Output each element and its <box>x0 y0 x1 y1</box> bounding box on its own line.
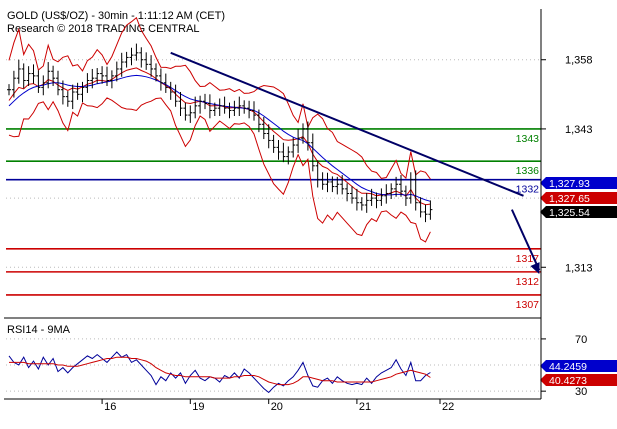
price-badge-label: 1,327.93 <box>549 178 590 190</box>
price-annotations <box>170 51 541 275</box>
rsi-title: RSI14 - 9MA <box>7 324 71 336</box>
rsi-badge <box>540 374 617 386</box>
forecast-arrow-head <box>530 262 540 275</box>
chart-subtitle: Research © 2018 TRADING CENTRAL <box>7 23 200 35</box>
price-tick-label: 1,313 <box>565 262 593 274</box>
rsi-badge-label: 40.4273 <box>549 375 587 387</box>
level-label-1343: 1343 <box>516 133 540 145</box>
rsi-tick-label: 30 <box>575 386 587 398</box>
level-label-1307: 1307 <box>516 299 540 311</box>
price-badge <box>540 177 617 189</box>
price-tick-label: 1,343 <box>565 124 593 136</box>
level-label-1312: 1312 <box>516 276 540 288</box>
x-tick-label: 21 <box>359 401 371 413</box>
x-tick-label: 16 <box>104 401 116 413</box>
rsi-badge <box>540 360 617 372</box>
rsi-axis: 70 30 44.2459 40.4273 <box>540 334 617 398</box>
bollinger-upper <box>8 16 431 180</box>
chart-title: GOLD (US$/OZ) - 30min - 1:11:12 AM (CET) <box>7 10 225 22</box>
x-axis: 16 19 20 21 22 <box>101 399 454 413</box>
price-tick-label: 1,358 <box>565 55 593 67</box>
x-tick-label: 19 <box>192 401 204 413</box>
rsi-lines <box>8 351 431 394</box>
forecast-arrow-shaft <box>510 209 541 271</box>
price-bars <box>7 43 433 223</box>
bollinger-lower <box>8 97 431 243</box>
rsi-series-main <box>8 351 431 394</box>
rsi-tick-label: 70 <box>575 334 587 346</box>
price-axis: 1,358 1,343 1,313 1,327.93 1,327.65 1,325.54 <box>540 55 617 274</box>
rsi-badge-label: 44.2459 <box>549 361 587 373</box>
level-label-1332: 1332 <box>516 184 540 196</box>
x-tick-label: 20 <box>271 401 283 413</box>
level-label-1336: 1336 <box>516 165 540 177</box>
price-badge <box>540 192 617 204</box>
trend-line <box>170 51 524 197</box>
price-badge <box>540 206 617 218</box>
rsi-series-signal <box>9 356 431 386</box>
price-badge-label: 1,325.54 <box>549 207 590 219</box>
price-badge-label: 1,327.65 <box>549 193 590 205</box>
x-tick-label: 22 <box>442 401 454 413</box>
